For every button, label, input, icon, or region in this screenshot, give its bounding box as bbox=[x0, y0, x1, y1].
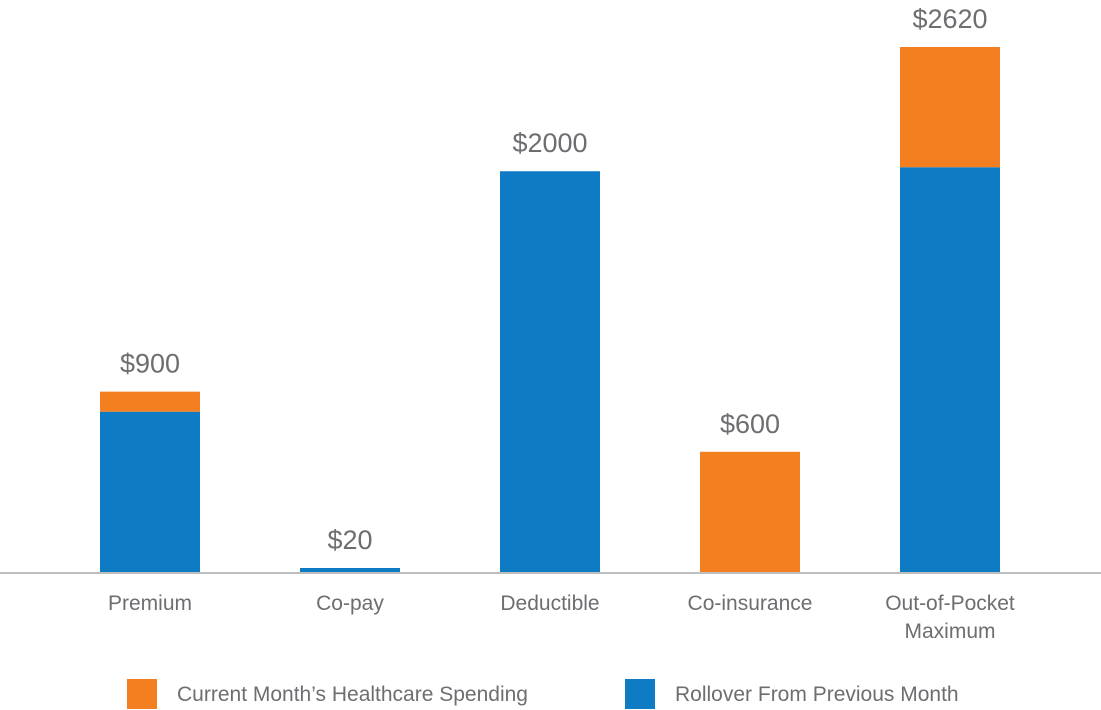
x-tick-label: Out-of-Pocket bbox=[885, 592, 1015, 615]
bar-segment-rollover-4 bbox=[900, 167, 1000, 572]
x-tick-label: Co-pay bbox=[316, 592, 384, 615]
legend-label: Rollover From Previous Month bbox=[675, 683, 959, 706]
value-label: $900 bbox=[120, 349, 180, 379]
bar-segment-rollover-0 bbox=[100, 411, 200, 572]
value-label: $2620 bbox=[912, 4, 987, 34]
bar-segment-current-month-4 bbox=[900, 47, 1000, 168]
value-label: $600 bbox=[720, 409, 780, 439]
legend-swatch bbox=[625, 679, 655, 709]
legend-label: Current Month’s Healthcare Spending bbox=[177, 683, 528, 706]
x-tick-labels-group: Premium Co-pay Deductible Co-insurance Out-o… bbox=[108, 592, 1015, 643]
x-tick-label: Deductible bbox=[500, 592, 599, 615]
value-labels-group: $900 $20 $2000 $600 $2620 bbox=[120, 4, 988, 555]
bar-segment-current-month-3 bbox=[700, 451, 800, 572]
value-label: $20 bbox=[327, 525, 372, 555]
legend-swatch bbox=[127, 679, 157, 709]
x-tick-label: Premium bbox=[108, 592, 192, 615]
value-label: $2000 bbox=[512, 128, 587, 158]
bars-group bbox=[100, 47, 1000, 573]
bar-segment-rollover-2 bbox=[500, 171, 600, 573]
x-tick-label: Co-insurance bbox=[688, 592, 813, 615]
bar-segment-current-month-0 bbox=[100, 391, 200, 412]
legend: Current Month’s Healthcare Spending Rollo… bbox=[127, 679, 959, 709]
bar-segment-rollover-1 bbox=[300, 567, 400, 572]
x-tick-label: Maximum bbox=[904, 620, 995, 643]
legend-item-current-month: Current Month’s Healthcare Spending bbox=[127, 679, 528, 709]
legend-item-rollover: Rollover From Previous Month bbox=[625, 679, 959, 709]
